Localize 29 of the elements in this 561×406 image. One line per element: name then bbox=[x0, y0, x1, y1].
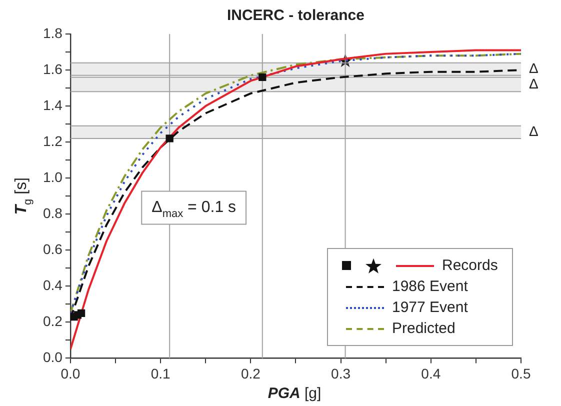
legend-label: 1986 Event bbox=[392, 278, 468, 296]
x-tick-label: 0.0 bbox=[60, 365, 80, 382]
chart-title: INCERC - tolerance bbox=[226, 7, 364, 24]
x-tick-label: 0.4 bbox=[421, 365, 441, 382]
point bbox=[258, 73, 266, 82]
y-tick-label: 0.2 bbox=[42, 313, 63, 330]
band-label: Δ bbox=[529, 60, 538, 76]
legend-label: Predicted bbox=[392, 320, 456, 338]
legend-label: Records bbox=[442, 257, 498, 274]
y-tick-label: 0.4 bbox=[42, 277, 63, 294]
y-tick-label: 0.6 bbox=[42, 240, 63, 257]
x-tick-label: 0.2 bbox=[240, 365, 261, 382]
point bbox=[166, 134, 174, 142]
y-tick-label: 0.8 bbox=[42, 204, 63, 221]
y-tick-label: 1.4 bbox=[42, 96, 63, 113]
y-tick-label: 1.6 bbox=[42, 60, 63, 77]
band-label: Δ bbox=[529, 75, 538, 92]
y-axis-title: Tg [s] bbox=[13, 177, 34, 215]
band-label: Δ bbox=[529, 123, 538, 140]
y-tick-label: 1.0 bbox=[42, 168, 63, 185]
x-axis-title: PGA [g] bbox=[268, 385, 322, 402]
x-tick-label: 0.1 bbox=[150, 365, 171, 382]
y-tick-label: 1.2 bbox=[42, 132, 63, 149]
point bbox=[77, 309, 86, 317]
legend-label: 1977 Event bbox=[392, 299, 468, 316]
y-tick-label: 1.8 bbox=[42, 24, 63, 41]
x-tick-label: 0.3 bbox=[331, 365, 351, 382]
y-tick-label: 0.0 bbox=[42, 349, 63, 366]
x-tick-label: 0.5 bbox=[511, 365, 531, 382]
